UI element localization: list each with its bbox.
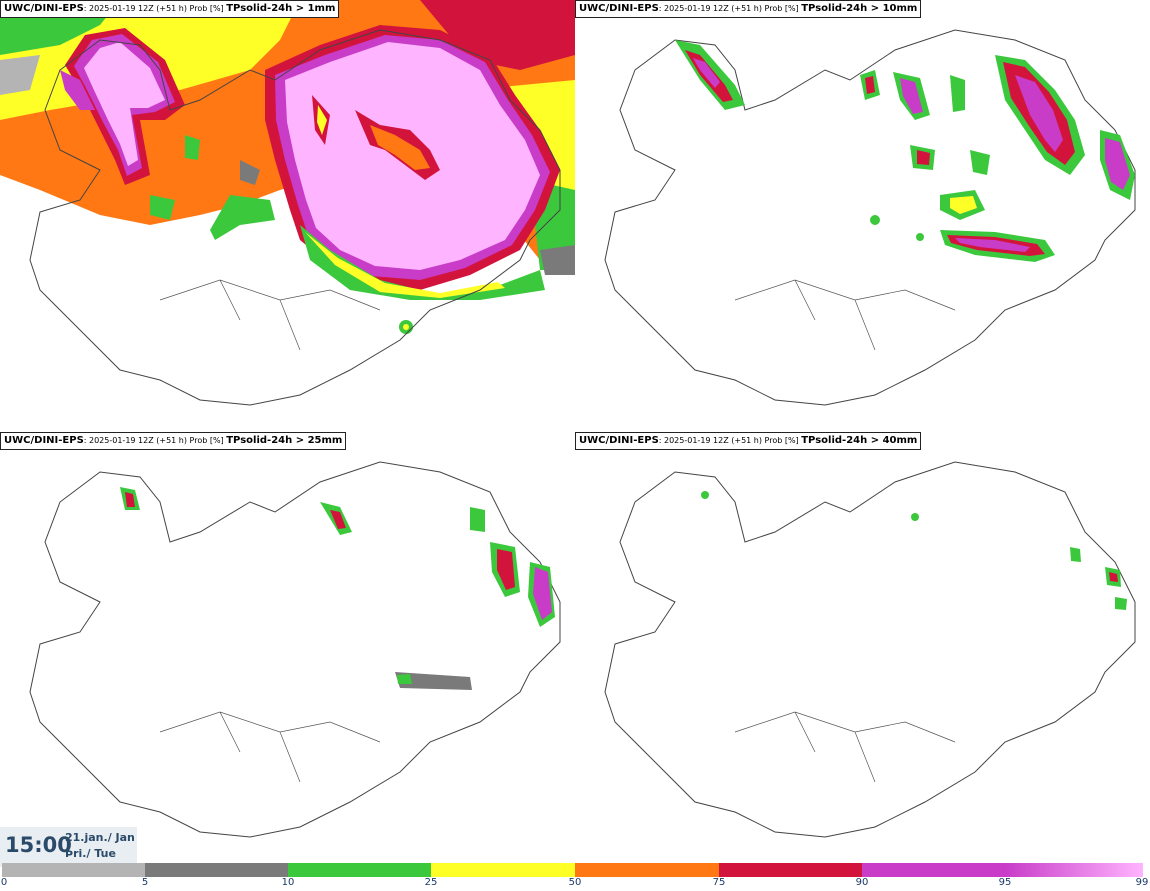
probability-map-10mm: [604, 29, 1136, 406]
variable-label: TPsolid-24h > 1mm: [226, 3, 336, 14]
run-info: : 2025-01-19 12Z (+51 h) Prob [%]: [83, 436, 227, 445]
panel-title-40mm: UWC/DINI-EPS: 2025-01-19 12Z (+51 h) Pro…: [575, 432, 922, 450]
colorbar-segment: [862, 863, 1005, 877]
variable-label: TPsolid-24h > 10mm: [801, 3, 918, 14]
colorbar-tick-label: 75: [712, 877, 726, 888]
probability-colorbar: 0 5 10 25 50 75 90 95 99: [0, 860, 1150, 891]
model-name: UWC/DINI-EPS: [579, 435, 659, 446]
colorbar-segment: [1005, 863, 1143, 877]
map-panel-10mm: UWC/DINI-EPS: 2025-01-19 12Z (+51 h) Pro…: [575, 0, 1150, 430]
colorbar-tick-label: 5: [141, 877, 149, 888]
probability-map-1mm: [0, 0, 575, 406]
valid-date: 21.jan./ Jan: [65, 831, 135, 844]
colorbar-segment: [719, 863, 862, 877]
run-info: : 2025-01-19 12Z (+51 h) Prob [%]: [83, 4, 227, 13]
colorbar-tick-label: 0: [0, 877, 8, 888]
variable-label: TPsolid-24h > 25mm: [226, 435, 343, 446]
model-name: UWC/DINI-EPS: [4, 435, 84, 446]
run-info: : 2025-01-19 12Z (+51 h) Prob [%]: [658, 4, 802, 13]
map-panel-25mm: UWC/DINI-EPS: 2025-01-19 12Z (+51 h) Pro…: [0, 432, 575, 862]
valid-time: 15:00: [5, 833, 72, 857]
colorbar-tick-label: 25: [424, 877, 438, 888]
colorbar-tick-label: 50: [568, 877, 582, 888]
panel-title-25mm: UWC/DINI-EPS: 2025-01-19 12Z (+51 h) Pro…: [0, 432, 347, 450]
model-name: UWC/DINI-EPS: [579, 3, 659, 14]
colorbar-tick-label: 90: [855, 877, 869, 888]
run-info: : 2025-01-19 12Z (+51 h) Prob [%]: [658, 436, 802, 445]
valid-weekday: Þri./ Tue: [65, 847, 116, 860]
variable-label: TPsolid-24h > 40mm: [801, 435, 918, 446]
model-name: UWC/DINI-EPS: [4, 3, 84, 14]
iceland-coastline: [29, 29, 561, 406]
map-panel-1mm: UWC/DINI-EPS: 2025-01-19 12Z (+51 h) Pro…: [0, 0, 575, 430]
probability-map-40mm: [604, 461, 1136, 838]
colorbar-segment: [288, 863, 431, 877]
panel-title-10mm: UWC/DINI-EPS: 2025-01-19 12Z (+51 h) Pro…: [575, 0, 922, 18]
colorbar-segment: [145, 863, 288, 877]
colorbar-tick-label: 99: [1135, 877, 1149, 888]
colorbar-segment: [431, 863, 575, 877]
map-panel-40mm: UWC/DINI-EPS: 2025-01-19 12Z (+51 h) Pro…: [575, 432, 1150, 862]
probability-map-25mm: [29, 461, 561, 838]
valid-time-box: 15:00 21.jan./ Jan Þri./ Tue: [0, 827, 137, 867]
colorbar-tick-label: 10: [281, 877, 295, 888]
colorbar-tick-label: 95: [998, 877, 1012, 888]
panel-title-1mm: UWC/DINI-EPS: 2025-01-19 12Z (+51 h) Pro…: [0, 0, 340, 18]
colorbar-segment: [575, 863, 719, 877]
colorbar-segment: [2, 863, 145, 877]
iceland-coastline: [604, 461, 1136, 838]
iceland-coastline: [29, 461, 561, 838]
